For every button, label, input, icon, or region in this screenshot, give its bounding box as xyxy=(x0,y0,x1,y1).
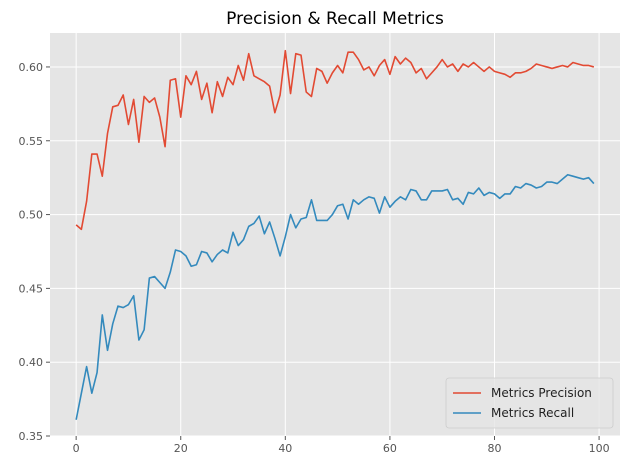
series-line-metrics-recall xyxy=(75,173,595,420)
series-group xyxy=(75,49,595,420)
y-tick-label: 0.55 xyxy=(19,135,44,148)
x-tick-label: 100 xyxy=(589,442,610,455)
y-tick-label: 0.35 xyxy=(19,430,44,443)
x-tick-label: 80 xyxy=(487,442,501,455)
y-tick-label: 0.60 xyxy=(19,61,44,74)
series-line-metrics-precision xyxy=(75,49,595,231)
x-tick-label: 0 xyxy=(73,442,80,455)
x-tick-label: 40 xyxy=(278,442,292,455)
grid xyxy=(50,33,620,437)
plot-area xyxy=(50,33,620,436)
legend-label-precision: Metrics Precision xyxy=(491,386,592,400)
x-tick-label: 20 xyxy=(174,442,188,455)
legend: Metrics Precision Metrics Recall xyxy=(445,377,614,429)
legend-label-recall: Metrics Recall xyxy=(491,406,574,420)
axis-ticks: 0 20 40 60 80 100 0.35 0.40 0.45 0.50 0.55 0.60 xyxy=(19,61,610,455)
y-tick-label: 0.45 xyxy=(19,282,44,295)
x-tick-label: 60 xyxy=(383,442,397,455)
legend-box xyxy=(445,377,614,429)
chart-title: Precision & Recall Metrics xyxy=(226,9,444,29)
y-tick-label: 0.50 xyxy=(19,209,44,222)
y-tick-label: 0.40 xyxy=(19,356,44,369)
